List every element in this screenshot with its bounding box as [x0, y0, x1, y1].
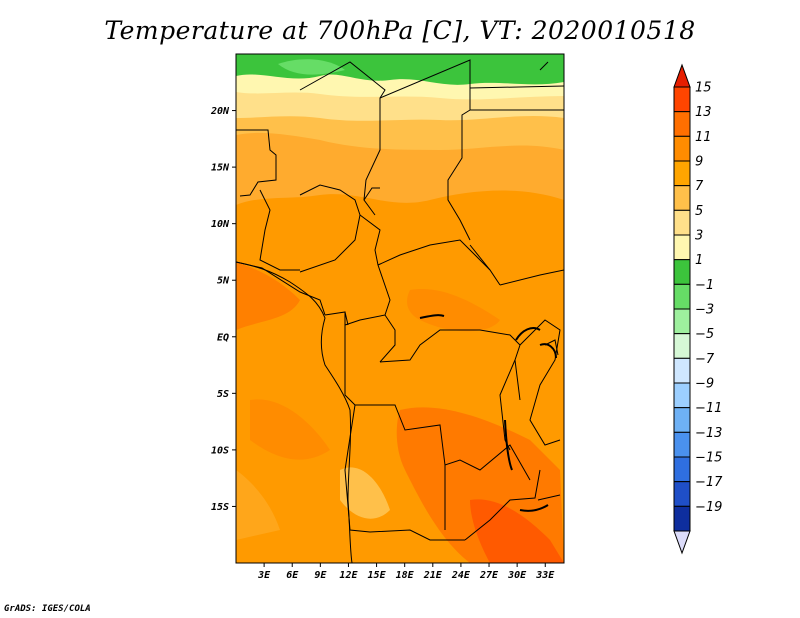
lat-label-10N: 10N: [211, 219, 230, 230]
colorbar-segment: [673, 259, 691, 285]
colorbar-label: −19: [695, 500, 722, 515]
colorbar-segment: [673, 481, 691, 507]
colorbar-bottom-arrow: [673, 530, 691, 555]
chart-title: Temperature at 700hPa [C], VT: 202001051…: [104, 16, 696, 45]
lon-label-24E: 24E: [451, 570, 471, 581]
lon-label-18E: 18E: [396, 570, 415, 581]
colorbar-label: 7: [695, 179, 704, 194]
lat-label-15N: 15N: [211, 163, 230, 174]
colorbar-segment: [673, 283, 691, 310]
lat-label-5N: 5N: [217, 276, 230, 287]
lon-label-30E: 30E: [507, 570, 527, 581]
colorbar-segment: [673, 185, 691, 211]
colorbar-label: −17: [695, 475, 723, 490]
country-borders: [236, 59, 564, 541]
colorbar-label: −5: [695, 327, 714, 342]
coastline: [235, 261, 353, 564]
colorbar-segment: [673, 407, 691, 433]
colorbar-label: 15: [695, 81, 712, 96]
colorbar-segment: [673, 135, 691, 162]
colorbar-label: 3: [695, 229, 703, 244]
lon-label-12E: 12E: [339, 570, 358, 581]
colorbar-label: −1: [695, 278, 714, 293]
colorbar-segment: [673, 234, 691, 261]
colorbar-label: 13: [695, 105, 712, 120]
colorbar-label: 1: [695, 253, 703, 268]
colorbar-segment: [673, 333, 691, 359]
lon-label-15E: 15E: [368, 570, 387, 581]
colorbar-segment: [673, 505, 691, 532]
colorbar-label: −15: [695, 451, 722, 466]
colorbar-segment: [673, 382, 691, 409]
lon-label-21E: 21E: [423, 570, 443, 581]
lon-label-6E: 6E: [286, 570, 299, 581]
colorbar-segment: [673, 456, 691, 483]
colorbar-segment: [673, 209, 691, 236]
lon-label-9E: 9E: [314, 570, 327, 581]
lat-label-EQ: EQ: [217, 332, 229, 343]
colorbar-label: −11: [695, 401, 722, 416]
colorbar-label: −9: [695, 377, 714, 392]
longitude-axis: 3E 6E 9E 12E 15E 18E 21E 24E 27E 30E 33E: [257, 563, 555, 581]
colorbar-label: −13: [695, 426, 722, 441]
colorbar-segment: [673, 357, 691, 384]
colorbar-segment: [673, 111, 691, 137]
footer-credit: GrADS: IGES/COLA: [4, 604, 91, 614]
lon-label-27E: 27E: [479, 570, 499, 581]
colorbar-label: −7: [695, 352, 715, 367]
colorbar-segment: [673, 160, 691, 187]
latitude-axis: 20N 15N 10N 5N EQ 5S 10S 15S: [210, 106, 236, 513]
lat-label-20N: 20N: [210, 106, 230, 117]
lat-label-5S: 5S: [217, 389, 229, 400]
colorbar-segment: [673, 431, 691, 458]
lakes: [419, 314, 557, 512]
colorbar-label: 11: [695, 130, 712, 145]
colorbar-label: −3: [695, 303, 714, 318]
lat-label-15S: 15S: [211, 502, 229, 513]
colorbar-segment: [673, 308, 691, 335]
colorbar-segment: [673, 86, 691, 113]
colorbar-label: 5: [695, 204, 703, 219]
temperature-field: [236, 54, 564, 563]
colorbar-top-arrow: [673, 63, 691, 88]
colorbar: 15 13 11 9 7 5 3 1 −1 −3 −5 −7 −9 −11 −13 −15 −17 −19: [673, 63, 723, 555]
colorbar-label: 9: [695, 155, 703, 170]
lon-label-33E: 33E: [535, 570, 555, 581]
map-frame: [235, 53, 565, 564]
lat-label-10S: 10S: [211, 445, 229, 456]
lon-label-3E: 3E: [257, 570, 271, 581]
